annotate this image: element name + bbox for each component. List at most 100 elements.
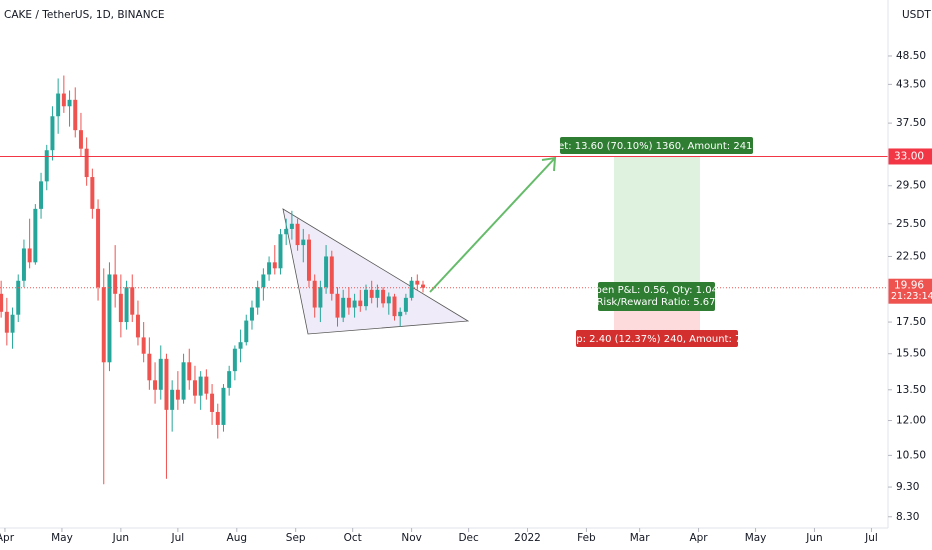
stop-label-box	[576, 330, 738, 347]
candle-body	[386, 296, 391, 304]
candle-body	[284, 228, 289, 235]
candle-body	[249, 307, 254, 321]
x-tick-label: Dec	[458, 532, 479, 544]
candle-body	[4, 311, 9, 333]
candle-body	[170, 389, 175, 410]
candle-body	[187, 362, 192, 381]
candle-body	[261, 274, 266, 288]
y-tick-label: 12.00	[896, 415, 926, 427]
pnl-label: Open P&L: 0.56, Qty: 1.042	[588, 285, 725, 296]
candle-body	[324, 256, 329, 288]
hline-label: 33.00	[894, 150, 924, 162]
candle-body	[295, 223, 300, 246]
candle-body	[244, 320, 249, 343]
last-price-box	[888, 278, 932, 304]
x-tick-label: 2022	[514, 532, 541, 544]
target-label-box	[560, 137, 753, 154]
candle-body	[135, 314, 140, 338]
candle-body	[39, 181, 44, 209]
x-tick-label: May	[745, 532, 767, 544]
candle-body	[272, 262, 277, 269]
candle-body	[341, 297, 346, 318]
candle-body	[210, 393, 215, 412]
candle-body	[301, 239, 306, 246]
candle-body	[113, 274, 118, 294]
candle-body	[306, 239, 311, 281]
arrow-head	[541, 156, 557, 172]
candle-body	[363, 289, 368, 307]
candle-body	[198, 376, 203, 396]
x-tick-label: Apr	[689, 532, 708, 544]
candle-body	[78, 130, 83, 149]
x-tick-label: Apr	[0, 532, 15, 544]
y-tick-label: 8.30	[896, 511, 919, 523]
y-tick-label: 10.50	[896, 449, 926, 461]
candle-body	[175, 389, 180, 400]
countdown-label: 21:23:14	[891, 291, 932, 302]
candle-body	[381, 289, 386, 304]
x-tick-label: Aug	[227, 532, 248, 544]
candle-body	[289, 223, 294, 229]
last-price-label: 19.96	[894, 280, 924, 292]
hline-label-box	[888, 148, 932, 165]
candle-body	[96, 208, 101, 288]
x-tick-label: Feb	[577, 532, 596, 544]
candle-body	[227, 371, 232, 388]
candle-body	[61, 93, 66, 107]
candle-body	[415, 280, 420, 285]
candle-body	[352, 300, 357, 308]
candle-body	[118, 293, 123, 323]
candle-body	[158, 358, 163, 390]
y-tick-label: 25.50	[896, 218, 926, 230]
candle-body	[421, 284, 425, 288]
candle-body	[267, 262, 272, 275]
candle-body	[16, 280, 21, 315]
x-tick-label: Jul	[864, 532, 878, 544]
candle-body	[50, 116, 55, 151]
candle-body	[141, 337, 146, 354]
candle-body	[44, 150, 49, 182]
candle-body	[147, 353, 152, 381]
candle-body	[221, 387, 226, 425]
candle-body	[10, 314, 15, 333]
candle-body	[73, 99, 78, 131]
candle-body	[238, 342, 243, 349]
candle-body	[312, 280, 317, 308]
candle-body	[403, 297, 408, 312]
x-tick-label: Jun	[805, 532, 822, 544]
candle-body	[107, 274, 112, 363]
candle-body	[153, 380, 158, 390]
x-tick-label: Sep	[286, 532, 306, 544]
candle-body	[375, 289, 380, 298]
candle-body	[27, 248, 32, 263]
profit-zone	[614, 156, 700, 291]
pnl-label-box	[598, 282, 715, 311]
arrow	[429, 157, 556, 293]
y-tick-label: 43.50	[896, 78, 926, 90]
candle-body	[358, 300, 363, 307]
candle-body	[101, 287, 106, 363]
y-tick-label: 13.50	[896, 384, 926, 396]
candle-body	[346, 297, 351, 308]
candle-body	[278, 234, 283, 269]
y-tick-label: 15.50	[896, 348, 926, 360]
x-tick-label: Jul	[171, 532, 185, 544]
chart-title: CAKE / TetherUS, 1D, BINANCE	[4, 9, 165, 21]
candle-body	[409, 280, 414, 298]
target-label: Target: 13.60 (70.10%) 1360, Amount: 241…	[536, 141, 774, 152]
x-tick-label: Jun	[112, 532, 129, 544]
candle-body	[130, 287, 135, 315]
candle-body	[192, 380, 197, 396]
candle-body	[232, 348, 237, 372]
candle-body	[0, 293, 4, 312]
y-tick-label: 17.50	[896, 316, 926, 328]
candle-body	[67, 99, 72, 107]
candle-body	[318, 287, 323, 308]
x-tick-label: May	[51, 532, 73, 544]
candle-body	[215, 411, 220, 425]
x-tick-label: Mar	[630, 532, 650, 544]
x-tick-label: Oct	[344, 532, 362, 544]
